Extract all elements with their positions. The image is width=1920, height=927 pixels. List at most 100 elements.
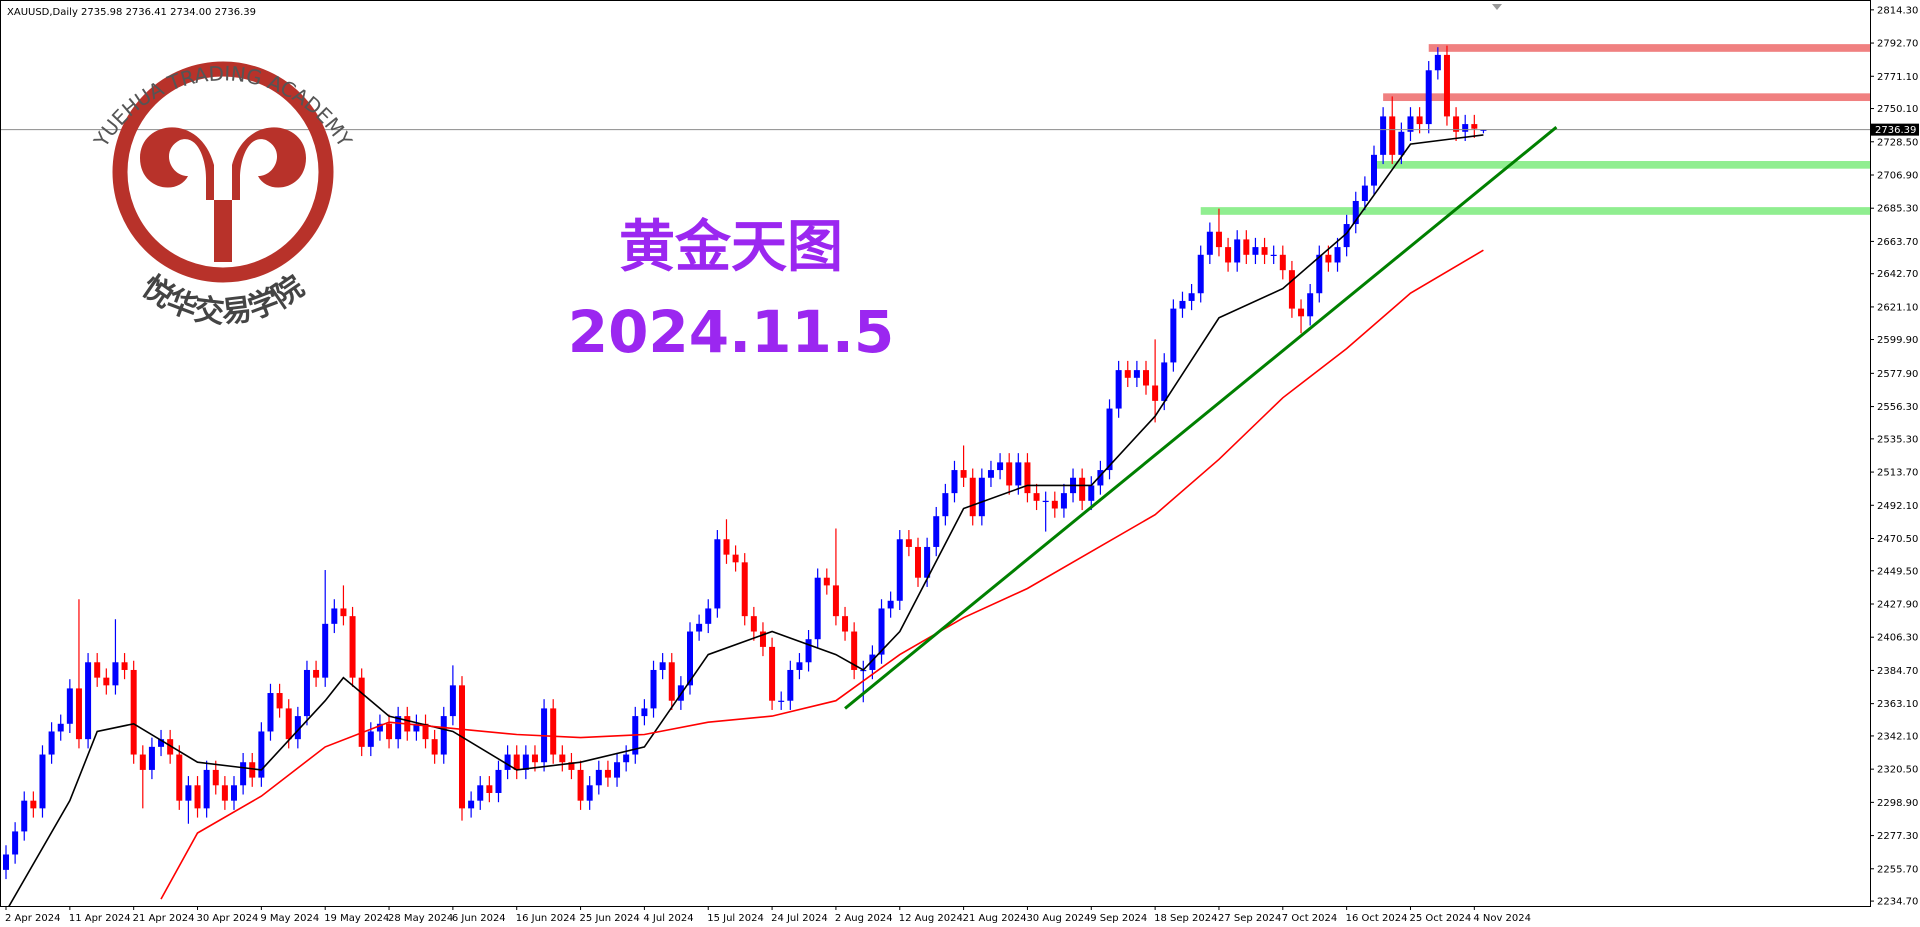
x-tick-label: 11 Apr 2024 bbox=[69, 913, 131, 924]
ma-line bbox=[8, 134, 1484, 906]
candle-body bbox=[1133, 370, 1140, 378]
candle-body bbox=[1243, 239, 1250, 255]
candle-body bbox=[194, 785, 201, 809]
candle-body bbox=[85, 662, 92, 740]
candle-body bbox=[951, 470, 958, 494]
y-tick-label: 2363.10 bbox=[1877, 699, 1918, 710]
y-tick-label: 2706.90 bbox=[1877, 170, 1918, 181]
candle-body bbox=[1279, 254, 1286, 271]
candle-body bbox=[1079, 477, 1086, 501]
y-tick-label: 2599.90 bbox=[1877, 335, 1918, 346]
candle-body bbox=[349, 616, 356, 678]
candle-body bbox=[1462, 124, 1469, 132]
candles bbox=[3, 45, 1487, 880]
candle-body bbox=[57, 723, 64, 732]
candle-body bbox=[1252, 247, 1259, 255]
y-tick-label: 2556.30 bbox=[1877, 402, 1918, 413]
candle-body bbox=[1006, 462, 1013, 486]
candle-body bbox=[969, 477, 976, 517]
candle-body bbox=[887, 600, 894, 609]
candle-body bbox=[1480, 129, 1487, 131]
candle-body bbox=[869, 654, 876, 670]
zone bbox=[1200, 207, 1870, 215]
candle-body bbox=[997, 462, 1004, 471]
candle-body bbox=[522, 754, 529, 770]
y-tick-label: 2792.70 bbox=[1877, 39, 1918, 50]
candle-body bbox=[705, 608, 712, 624]
candle-body bbox=[814, 577, 821, 640]
candle-body bbox=[212, 769, 219, 786]
trendline bbox=[844, 126, 1558, 710]
price-tag-label: 2736.39 bbox=[1875, 125, 1916, 136]
candle-body bbox=[130, 669, 137, 755]
zone bbox=[1428, 44, 1870, 52]
candle-body bbox=[376, 723, 383, 732]
candle-body bbox=[1261, 247, 1268, 255]
candle-body bbox=[878, 608, 885, 655]
candle-body bbox=[294, 716, 301, 740]
x-tick-label: 16 Jun 2024 bbox=[516, 913, 576, 924]
candle-body bbox=[1206, 231, 1213, 255]
candle-body bbox=[1398, 131, 1405, 155]
candle-body bbox=[477, 785, 484, 801]
candle-body bbox=[358, 677, 365, 747]
candle-body bbox=[668, 662, 675, 701]
candle-body bbox=[769, 646, 776, 701]
candle-body bbox=[30, 800, 37, 809]
ma-line bbox=[160, 249, 1484, 900]
x-tick-label: 30 Apr 2024 bbox=[197, 913, 259, 924]
chart-title: 黄金天图 bbox=[619, 214, 843, 280]
y-tick-label: 2298.90 bbox=[1877, 798, 1918, 809]
candle-body bbox=[1334, 247, 1341, 263]
candle-body bbox=[495, 769, 502, 793]
candle-body bbox=[851, 631, 858, 670]
candle-body bbox=[924, 546, 931, 578]
candle-body bbox=[1225, 247, 1232, 263]
x-tick-label: 18 Sep 2024 bbox=[1154, 913, 1217, 924]
y-tick-label: 2470.50 bbox=[1877, 534, 1918, 545]
candle-body bbox=[1033, 493, 1040, 501]
candle-body bbox=[1352, 200, 1359, 225]
y-tick-label: 2663.70 bbox=[1877, 237, 1918, 248]
zones bbox=[1200, 44, 1870, 215]
candle-body bbox=[340, 608, 347, 617]
y-tick-label: 2814.30 bbox=[1877, 5, 1918, 16]
candle-body bbox=[1425, 70, 1432, 125]
candle-body bbox=[1443, 54, 1450, 117]
y-tick-label: 2277.30 bbox=[1877, 831, 1918, 842]
x-tick-label: 4 Jul 2024 bbox=[643, 913, 693, 924]
x-tick-label: 12 Aug 2024 bbox=[899, 913, 963, 924]
candle-body bbox=[650, 669, 657, 709]
chart-subtitle: 2024.11.5 bbox=[568, 298, 895, 366]
candle-body bbox=[1307, 293, 1314, 317]
logo-ring bbox=[112, 61, 334, 283]
candle-body bbox=[796, 662, 803, 670]
x-tick-label: 7 Oct 2024 bbox=[1282, 913, 1337, 924]
candle-body bbox=[1106, 408, 1113, 471]
candle-body bbox=[1152, 385, 1159, 401]
x-tick-label: 9 May 2024 bbox=[260, 913, 319, 924]
zone bbox=[1374, 160, 1870, 169]
candle-body bbox=[531, 754, 538, 763]
y-tick-label: 2449.50 bbox=[1877, 566, 1918, 577]
candle-body bbox=[732, 554, 739, 563]
candle-body bbox=[1024, 462, 1031, 494]
candle-body bbox=[185, 785, 192, 801]
candle-body bbox=[1343, 224, 1350, 248]
candle-body bbox=[240, 762, 247, 786]
y-tick-label: 2535.30 bbox=[1877, 434, 1918, 445]
x-tick-label: 6 Jun 2024 bbox=[452, 913, 506, 924]
y-tick-label: 2513.70 bbox=[1877, 468, 1918, 479]
candle-body bbox=[1188, 293, 1195, 301]
x-tick-label: 15 Jul 2024 bbox=[707, 913, 764, 924]
x-tick-label: 30 Aug 2024 bbox=[1026, 913, 1090, 924]
candle-body bbox=[276, 693, 283, 709]
candle-body bbox=[714, 539, 721, 609]
candle-body bbox=[267, 693, 274, 732]
candle-body bbox=[513, 754, 520, 770]
candle-body bbox=[303, 669, 310, 717]
candle-body bbox=[559, 754, 566, 763]
y-tick-label: 2427.90 bbox=[1877, 600, 1918, 611]
candle-body bbox=[367, 731, 374, 747]
candle-body bbox=[1051, 500, 1058, 509]
